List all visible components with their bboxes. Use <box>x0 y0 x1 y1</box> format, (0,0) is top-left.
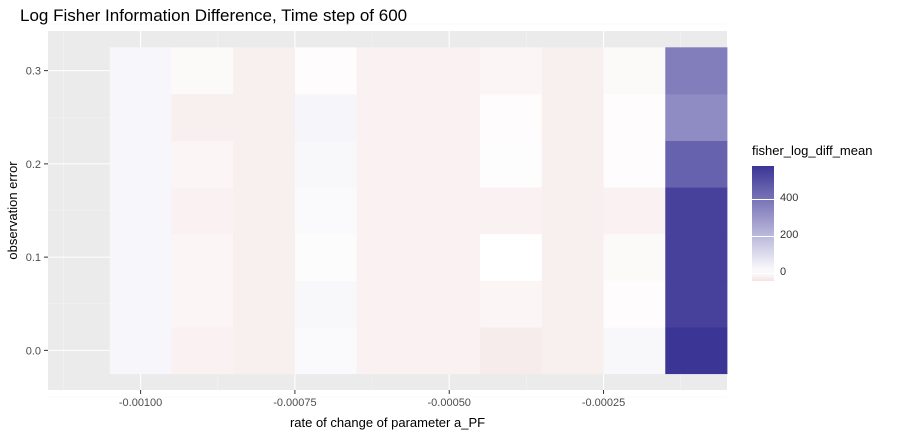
heatmap-cell <box>603 280 666 328</box>
heatmap-cell <box>356 280 419 328</box>
heatmap-cell <box>541 140 604 188</box>
heatmap-cell <box>541 93 604 141</box>
legend-tick-label: 200 <box>780 228 799 241</box>
heatmap-cell <box>603 140 666 188</box>
heatmap-cell <box>356 327 419 375</box>
heatmap-cell <box>480 47 543 95</box>
legend-title: fisher_log_diff_mean <box>752 143 873 158</box>
heatmap-cell <box>294 233 358 281</box>
heatmap-cell <box>294 280 358 328</box>
heatmap-cell <box>665 327 728 375</box>
heatmap-cell <box>294 140 358 188</box>
heatmap-cell <box>356 187 419 235</box>
heatmap-cell <box>294 187 358 235</box>
heatmap-cell <box>665 93 728 141</box>
heatmap-cell <box>356 140 419 188</box>
heatmap-cell <box>665 47 728 95</box>
x-tick-label: -0.00050 <box>428 397 471 409</box>
axis-ticks: -0.00100 -0.00075 -0.00050 -0.00025 0.0 0.1 0.… <box>26 66 626 409</box>
heatmap-cell <box>418 280 481 328</box>
heatmap-cell <box>171 233 234 281</box>
heatmap-cell <box>480 93 543 141</box>
heatmap-cell <box>233 47 296 95</box>
heatmap-cell <box>171 280 234 328</box>
heatmap-cell <box>480 280 543 328</box>
heatmap-cell <box>294 93 358 141</box>
y-tick-label: 0.0 <box>26 345 41 357</box>
heatmap-cell <box>294 327 358 375</box>
heatmap-cell <box>233 187 296 235</box>
heatmap-cell <box>541 47 604 95</box>
heatmap-cell <box>109 93 172 141</box>
x-tick-label: -0.00100 <box>119 397 162 409</box>
heatmap-cell <box>233 327 296 375</box>
heatmap-cell <box>233 140 296 188</box>
heatmap-cell <box>233 280 296 328</box>
y-tick-label: 0.1 <box>26 252 41 264</box>
heatmap-cell <box>171 327 234 375</box>
heatmap-cell <box>109 327 172 375</box>
heatmap-cell <box>665 280 728 328</box>
legend-tick-label: 0 <box>780 265 787 278</box>
y-axis-title: observation error <box>5 161 20 260</box>
heatmap-cell <box>480 140 543 188</box>
heatmap-cell <box>541 233 604 281</box>
legend-colorbar <box>752 166 774 281</box>
heatmap-cell <box>603 233 666 281</box>
y-tick-label: 0.2 <box>26 159 41 171</box>
heatmap-cell <box>480 187 543 235</box>
heatmap-cell <box>171 47 234 95</box>
legend-tick-mark <box>752 199 774 201</box>
heatmap-cell <box>109 233 172 281</box>
x-tick-label: -0.00025 <box>582 397 625 409</box>
heatmap-cell <box>171 187 234 235</box>
heatmap-cell <box>541 280 604 328</box>
legend-tick-label: 400 <box>780 192 799 205</box>
heatmap-cell <box>603 187 666 235</box>
heatmap-cell <box>233 93 296 141</box>
heatmap-cell <box>109 187 172 235</box>
heatmap-cell <box>418 233 481 281</box>
heatmap-cell <box>356 233 419 281</box>
heatmap-cell <box>356 93 419 141</box>
chart-title: Log Fisher Information Difference, Time … <box>20 6 408 25</box>
heatmap-cell <box>294 47 358 95</box>
x-axis-title: rate of change of parameter a_PF <box>290 415 485 430</box>
heatmap-cell <box>109 280 172 328</box>
y-tick-label: 0.3 <box>26 66 41 78</box>
heatmap-cell <box>171 93 234 141</box>
heatmap-cell <box>418 140 481 188</box>
heatmap-cell <box>109 47 172 95</box>
heatmap-cell <box>356 47 419 95</box>
heatmap-cell <box>541 187 604 235</box>
heatmap-cell <box>418 93 481 141</box>
legend-tick-mark <box>752 235 774 237</box>
x-tick-label: -0.00075 <box>273 397 316 409</box>
heatmap-cell <box>603 47 666 95</box>
heatmap-cell <box>418 327 481 375</box>
heatmap-cell <box>541 327 604 375</box>
heatmap-cell <box>171 140 234 188</box>
heatmap-cell <box>233 233 296 281</box>
heatmap-cell <box>418 187 481 235</box>
heatmap-cell <box>665 140 728 188</box>
heatmap-cell <box>109 140 172 188</box>
heatmap-cell <box>480 233 543 281</box>
heatmap-cell <box>418 47 481 95</box>
heatmap-cells <box>109 47 728 375</box>
heatmap-cell <box>665 233 728 281</box>
heatmap-cell <box>603 327 666 375</box>
heatmap-cell <box>603 93 666 141</box>
heatmap-cell <box>665 187 728 235</box>
heatmap-cell <box>480 327 543 375</box>
legend-tick-mark <box>752 272 774 274</box>
